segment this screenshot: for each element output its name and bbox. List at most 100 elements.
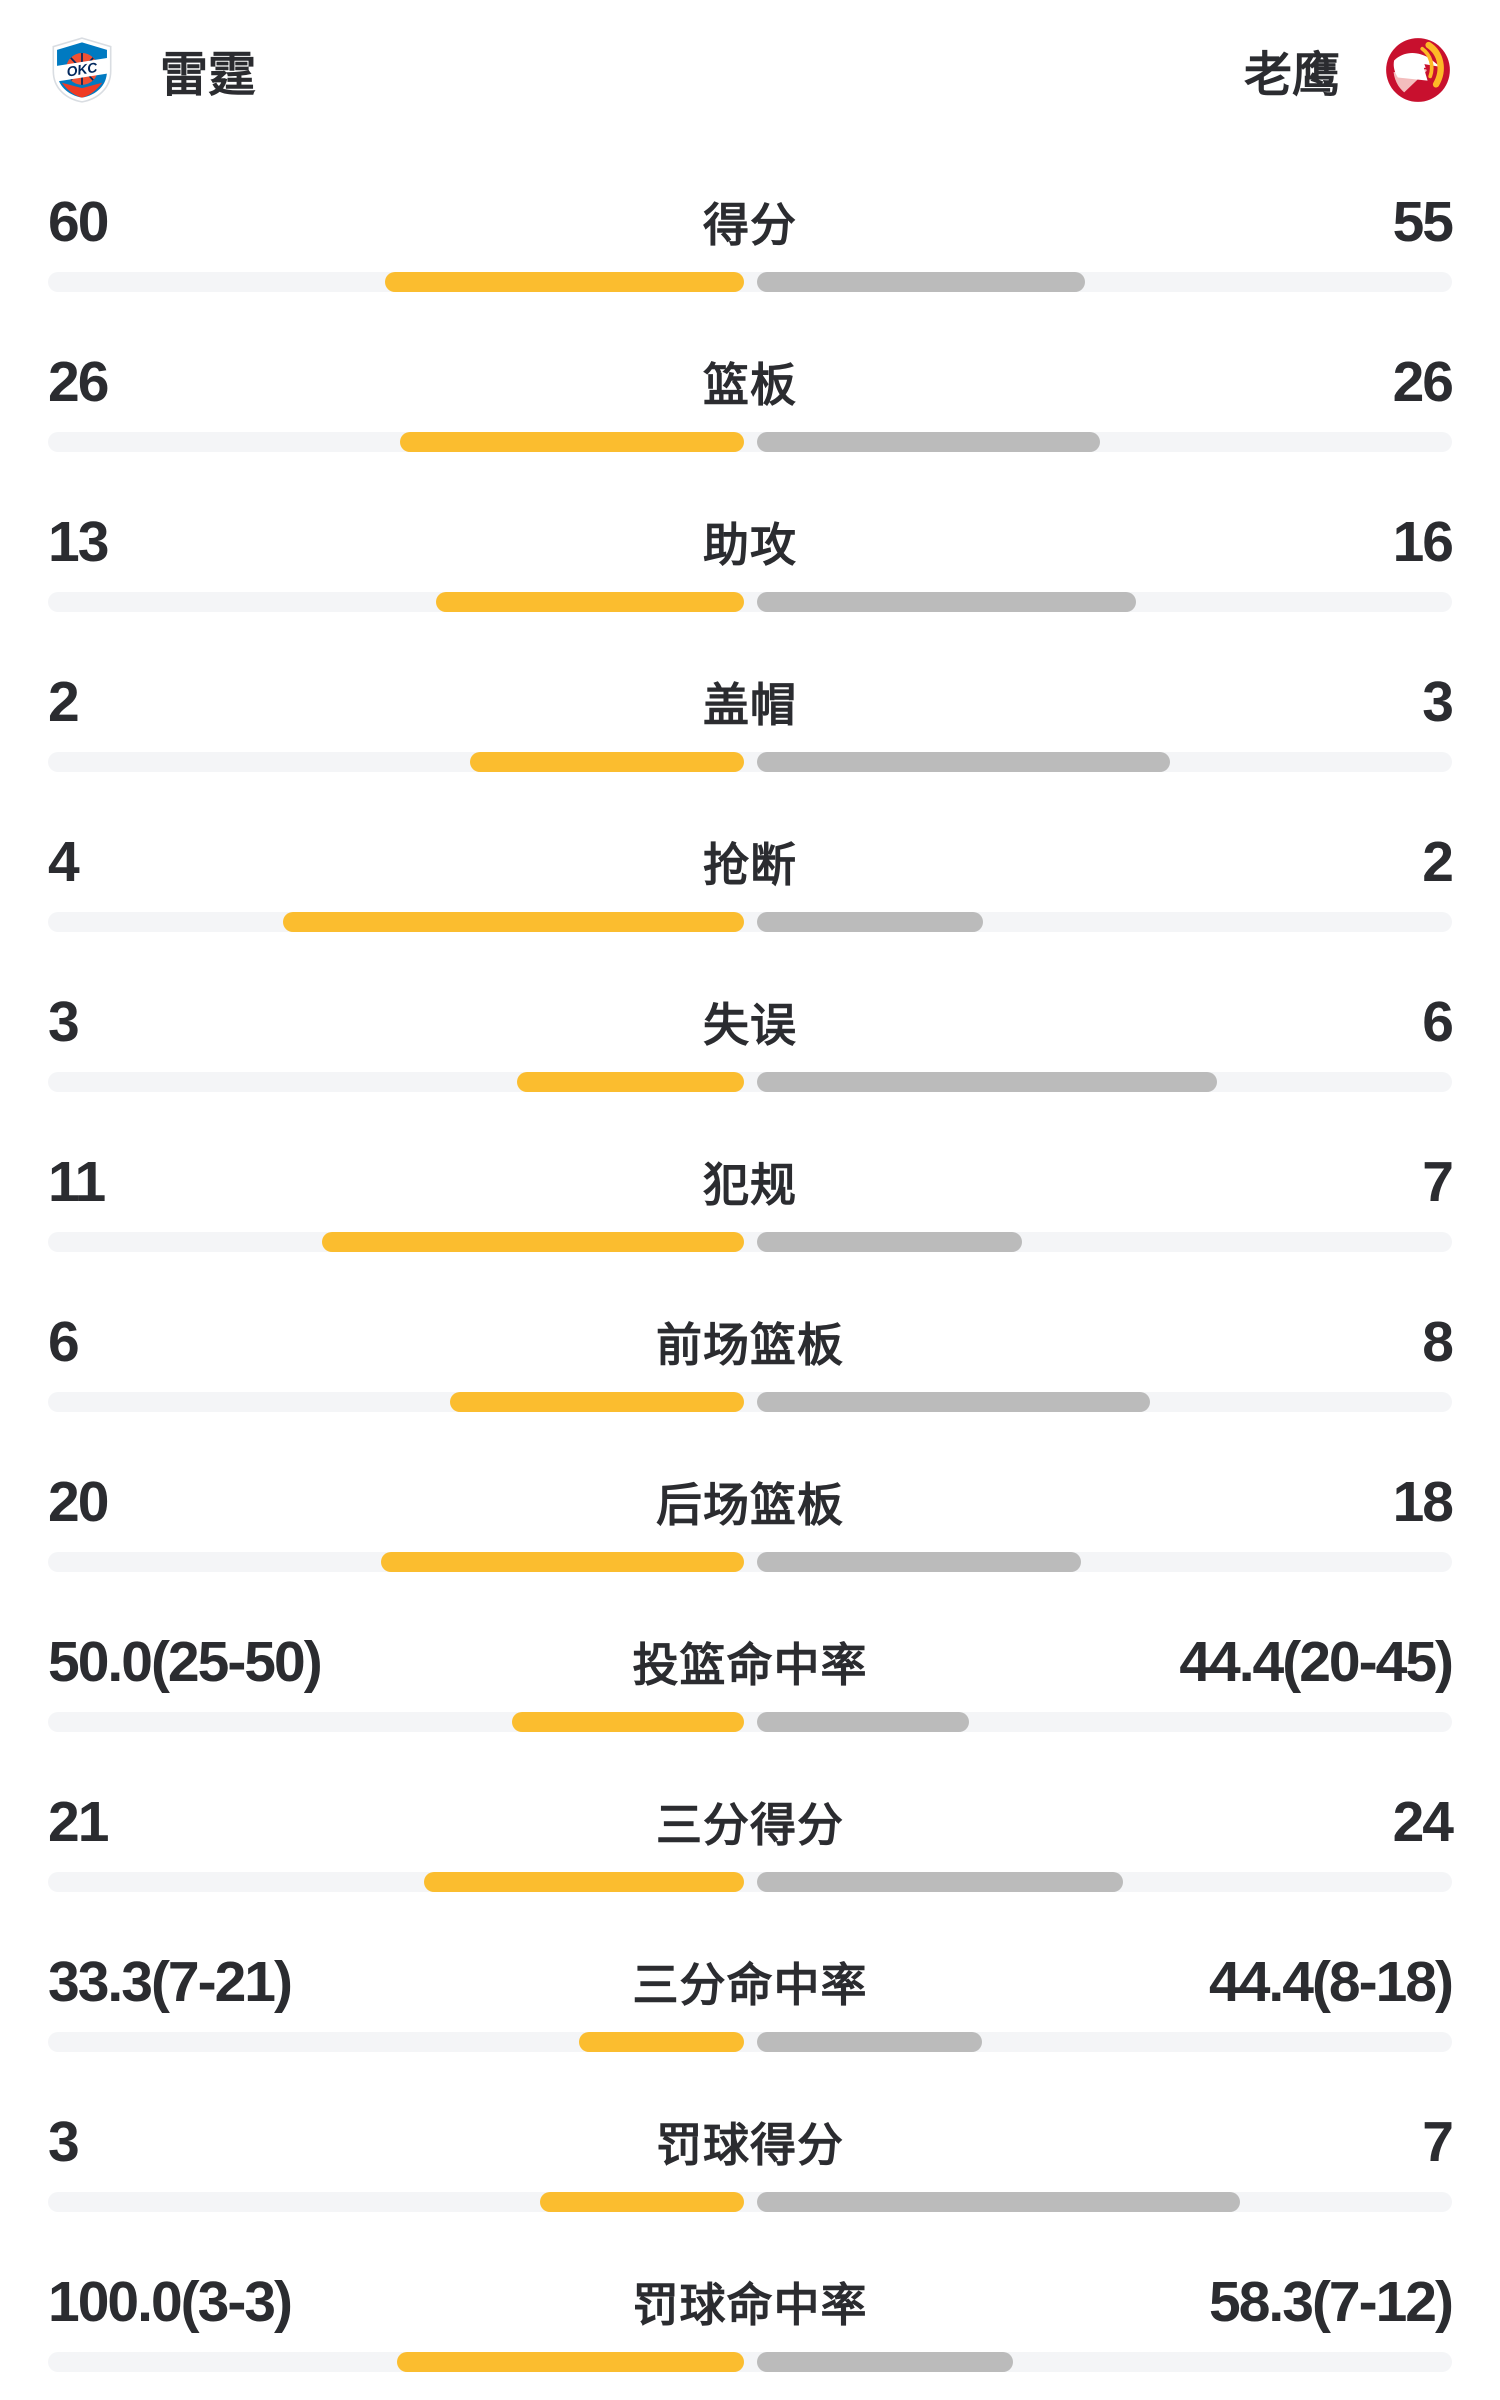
left-team-value: 26 [48,350,109,414]
right-team-bar [757,1232,1023,1252]
stat-bar-track [48,272,1452,292]
stat-bar-track [48,432,1452,452]
teams-header: OKC 雷霆 老鹰 [48,34,1452,106]
right-team-bar [757,1712,970,1732]
left-team-value: 33.3(7-21) [48,1950,293,2014]
hawks-logo-icon [1386,38,1450,102]
stat-label: 投篮命中率 [632,1639,868,1691]
stat-row-text: 13 助攻 16 [0,510,1500,574]
right-team-bar [757,1872,1124,1892]
stat-row-text: 3 罚球得分 7 [0,2110,1500,2174]
left-team-value: 6 [48,1310,80,1374]
left-team-bar [469,752,744,772]
stat-bar-track [48,2032,1452,2052]
left-team-bar [283,912,744,932]
stat-bar-track [48,2192,1452,2212]
stat-row: 3 失误 6 [0,960,1500,1120]
stat-label: 犯规 [703,1159,797,1211]
left-team-bar [512,1712,744,1732]
right-team-value: 8 [1422,1310,1454,1374]
right-team-name: 老鹰 [1243,49,1340,102]
right-team-value: 16 [1392,510,1454,574]
left-team-bar [436,592,744,612]
stat-label: 失误 [703,999,797,1051]
stat-label: 助攻 [703,519,797,571]
left-team-bar [381,1552,744,1572]
right-team-value: 7 [1422,1150,1454,1214]
left-team-bar [399,432,744,452]
stat-label: 得分 [703,199,797,251]
left-team-bar [578,2032,744,2052]
stat-row-text: 21 三分得分 24 [0,1790,1500,1854]
right-team-value: 7 [1422,2110,1454,2174]
stat-bar-track [48,592,1452,612]
right-team-bar [757,2352,1014,2372]
right-team-value: 2 [1422,830,1454,894]
left-team-value: 50.0(25-50) [48,1630,323,1694]
right-team-bar [757,1552,1082,1572]
stat-row: 21 三分得分 24 [0,1760,1500,1920]
stat-row-text: 20 后场篮板 18 [0,1470,1500,1534]
left-team-value: 3 [48,990,80,1054]
left-team-value: 3 [48,2110,80,2174]
stat-row: 50.0(25-50) 投篮命中率 44.4(20-45) [0,1600,1500,1760]
stat-label: 盖帽 [703,679,797,731]
stat-row: 100.0(3-3) 罚球命中率 58.3(7-12) [0,2240,1500,2400]
okc-thunder-logo-icon: OKC [52,37,112,103]
left-team: OKC 雷霆 [48,35,256,105]
left-team-bar [516,1072,744,1092]
left-team-bar [322,1232,744,1252]
stat-bar-track [48,1552,1452,1572]
right-team-value: 18 [1392,1470,1454,1534]
right-team-value: 44.4(8-18) [1209,1950,1454,2014]
stat-label: 抢断 [703,839,797,891]
right-team-bar [757,432,1101,452]
right-team-bar [757,2032,982,2052]
svg-text:OKC: OKC [65,59,99,80]
right-team-bar [757,1072,1217,1092]
stat-row-text: 3 失误 6 [0,990,1500,1054]
stat-row-text: 50.0(25-50) 投篮命中率 44.4(20-45) [0,1630,1500,1694]
stat-bar-track [48,912,1452,932]
right-team-bar [757,1392,1151,1412]
left-team-bar [423,1872,744,1892]
stat-label: 前场篮板 [656,1319,844,1371]
right-team-value: 24 [1392,1790,1454,1854]
stat-row-text: 6 前场篮板 8 [0,1310,1500,1374]
left-team-value: 13 [48,510,109,574]
stat-bar-track [48,1872,1452,1892]
left-team-value: 11 [48,1150,106,1214]
stat-bar-track [48,1072,1452,1092]
stats-list: 60 得分 55 26 篮板 26 13 助攻 [0,160,1500,2400]
left-team-value: 20 [48,1470,109,1534]
stat-row: 3 罚球得分 7 [0,2080,1500,2240]
stat-row: 33.3(7-21) 三分命中率 44.4(8-18) [0,1920,1500,2080]
left-team-bar [384,272,744,292]
right-team-bar [757,592,1137,612]
right-team: 老鹰 [1244,35,1452,105]
stat-row: 4 抢断 2 [0,800,1500,960]
stat-label: 三分命中率 [632,1959,868,2011]
right-team-bar [757,752,1170,772]
stat-row-text: 2 盖帽 3 [0,670,1500,734]
right-team-bar [757,2192,1240,2212]
stat-label: 三分得分 [656,1799,844,1851]
stat-row: 20 后场篮板 18 [0,1440,1500,1600]
stat-bar-track [48,1392,1452,1412]
stat-label: 后场篮板 [656,1479,844,1531]
left-team-value: 2 [48,670,80,734]
stat-row: 2 盖帽 3 [0,640,1500,800]
stat-row-text: 26 篮板 26 [0,350,1500,414]
right-team-bar [757,912,984,932]
stat-label: 罚球命中率 [632,2279,868,2331]
right-team-value: 58.3(7-12) [1209,2270,1454,2334]
stat-bar-track [48,1232,1452,1252]
stat-row: 11 犯规 7 [0,1120,1500,1280]
stat-bar-track [48,2352,1452,2372]
right-team-value: 3 [1422,670,1454,734]
stat-bar-track [48,752,1452,772]
right-team-value: 44.4(20-45) [1179,1630,1454,1694]
left-team-value: 100.0(3-3) [48,2270,293,2334]
right-team-value: 55 [1392,190,1454,254]
stat-row: 26 篮板 26 [0,320,1500,480]
